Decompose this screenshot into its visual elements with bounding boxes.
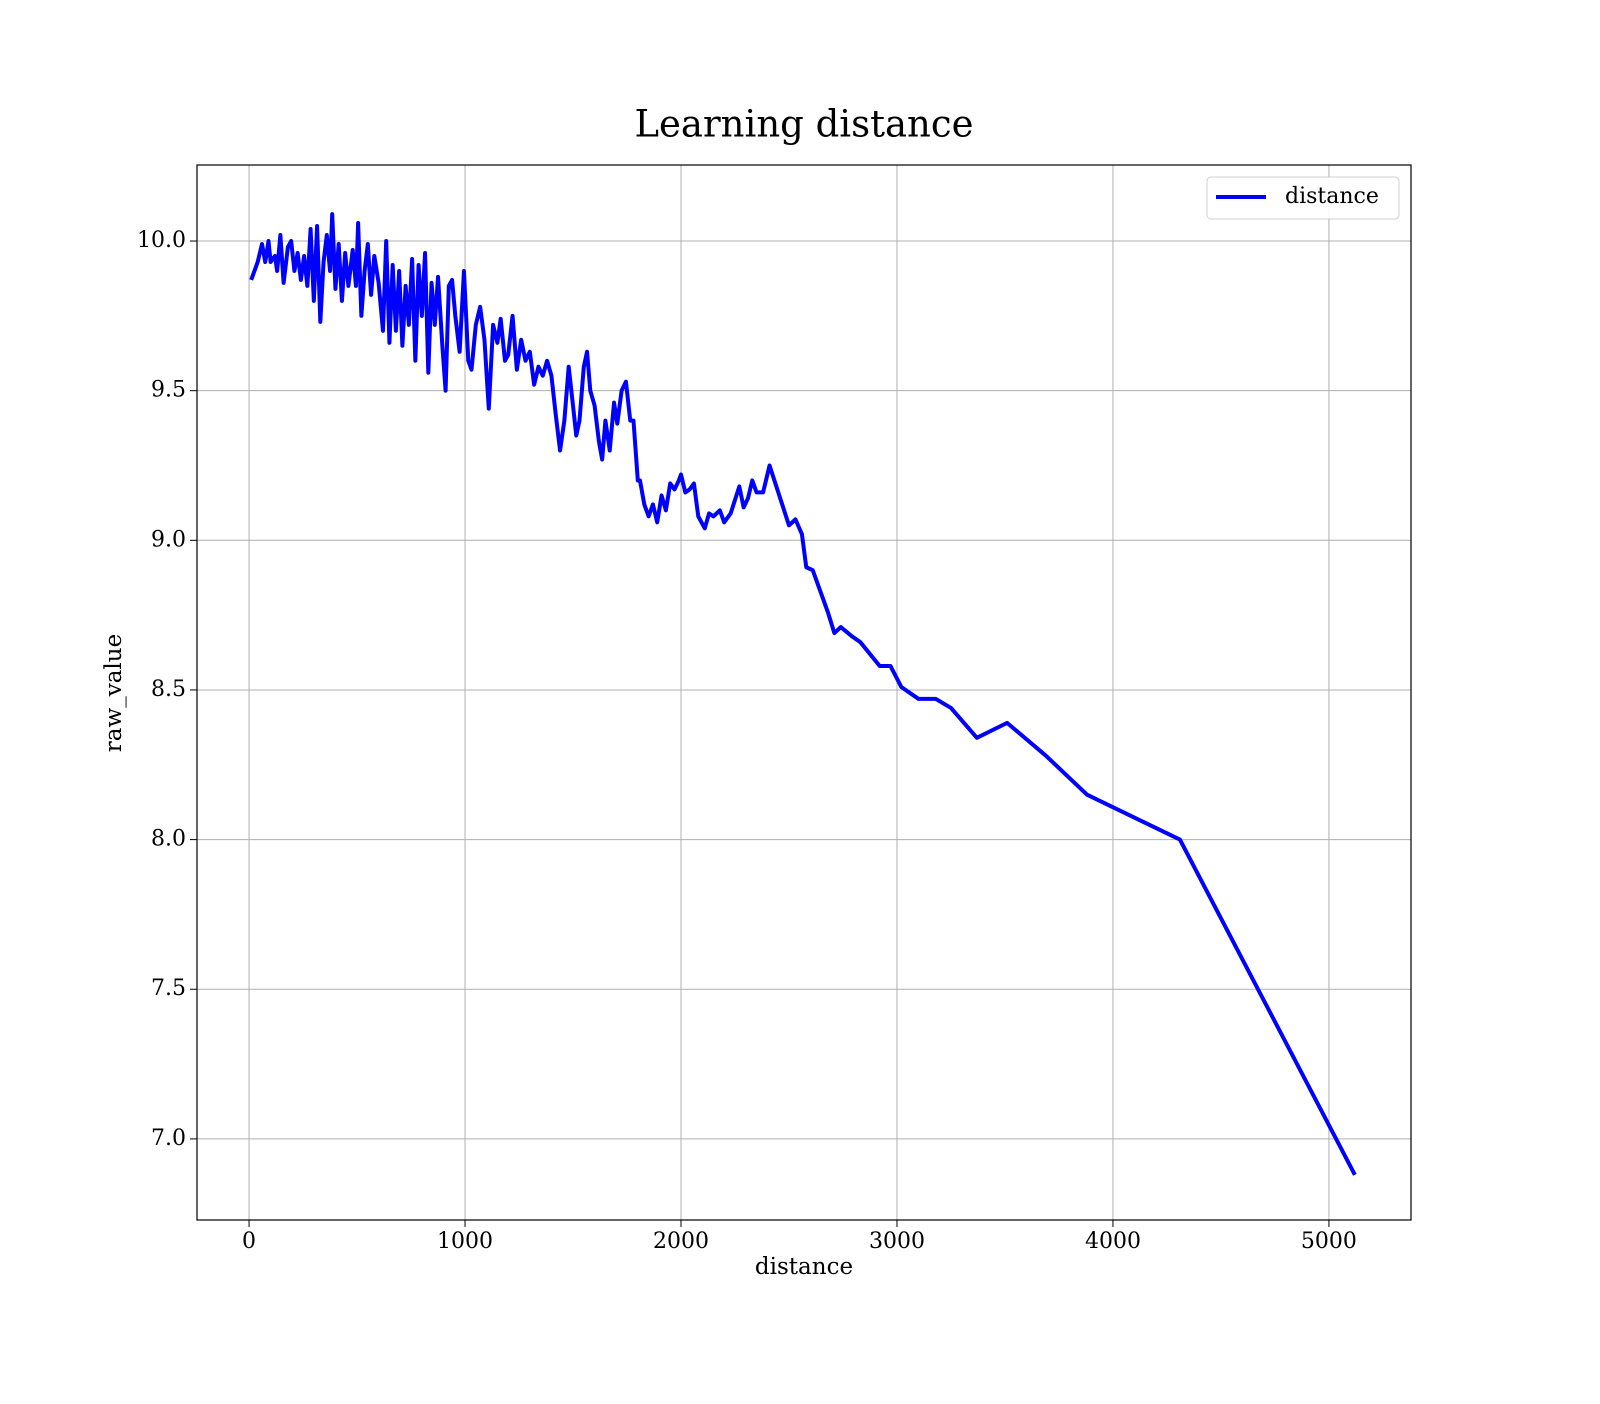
legend-box xyxy=(1206,176,1400,220)
y-tick-label: 7.0 xyxy=(151,1126,186,1151)
y-tick-label: 9.5 xyxy=(151,378,186,403)
chart-title: Learning distance xyxy=(634,103,973,146)
y-tick-label: 10.0 xyxy=(137,228,186,253)
y-tick-label: 9.0 xyxy=(151,527,186,552)
y-tick-label: 8.0 xyxy=(151,827,186,852)
x-axis-label: distance xyxy=(755,1254,853,1280)
legend-label: distance xyxy=(1285,184,1379,209)
y-tick-label: 7.5 xyxy=(151,976,186,1001)
x-tick-label: 3000 xyxy=(869,1229,925,1254)
x-tick-label: 5000 xyxy=(1301,1229,1357,1254)
data-line xyxy=(249,212,1357,1176)
x-tick-label: 1000 xyxy=(437,1229,493,1254)
x-tick-label: 0 xyxy=(242,1229,256,1254)
y-tick-label: 8.5 xyxy=(151,677,186,702)
x-tick-label: 4000 xyxy=(1085,1229,1141,1254)
plot-frame xyxy=(196,164,1412,1221)
y-axis-label: raw_value xyxy=(101,634,127,752)
x-tick-label: 2000 xyxy=(653,1229,709,1254)
